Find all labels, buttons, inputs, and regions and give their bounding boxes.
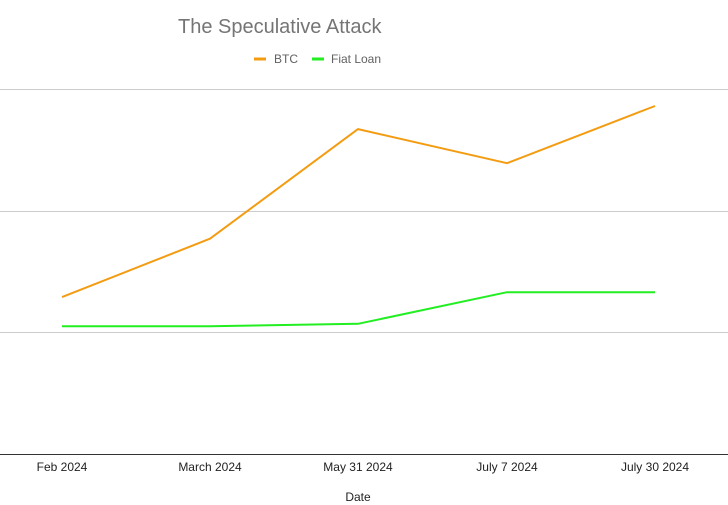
gridlines: [0, 89, 728, 333]
legend-label-fiat-loan: Fiat Loan: [331, 52, 381, 66]
legend: BTC Fiat Loan: [254, 52, 381, 66]
series-layer: [61, 105, 656, 328]
series-line-fiat-loan: [62, 291, 655, 328]
legend-label-btc: BTC: [274, 52, 298, 66]
x-tick-label: Feb 2024: [37, 460, 88, 474]
x-tick-label: March 2024: [178, 460, 242, 474]
series-line-btc: [61, 105, 656, 299]
x-axis-title: Date: [345, 490, 371, 504]
x-tick-label: May 31 2024: [323, 460, 393, 474]
x-axis-ticks: Feb 2024 March 2024 May 31 2024 July 7 2…: [37, 460, 690, 474]
x-tick-label: July 7 2024: [476, 460, 538, 474]
chart-title: The Speculative Attack: [178, 16, 382, 38]
x-tick-label: July 30 2024: [621, 460, 689, 474]
